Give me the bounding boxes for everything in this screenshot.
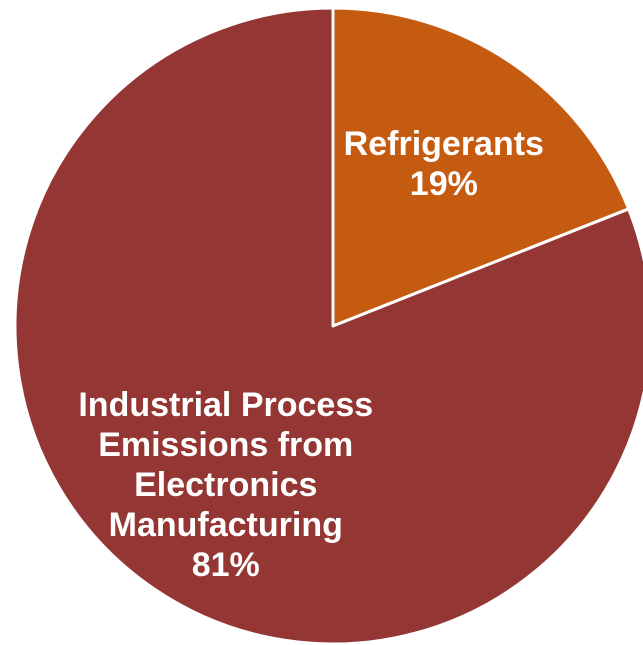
pie-slice-2: [13, 6, 643, 645]
slice-name-line: Manufacturing: [109, 506, 343, 544]
slice-name-line: Refrigerants: [344, 125, 544, 163]
slice-value-label: 19%: [410, 165, 478, 203]
pie-slice-1: [331, 6, 631, 328]
slice-label-1: Refrigerants 19%: [344, 125, 544, 203]
slice-value-label: 81%: [192, 546, 260, 584]
slice-name-line: Industrial Process: [78, 386, 373, 424]
slice-name-line: Electronics: [134, 466, 317, 504]
slice-labels: Refrigerants 19% Industrial Process Emissio…: [78, 125, 544, 584]
pie-slices: [13, 6, 643, 645]
slice-name-line: Emissions from: [98, 426, 353, 464]
slice-label-2: Industrial Process Emissions from Electron…: [78, 386, 373, 584]
